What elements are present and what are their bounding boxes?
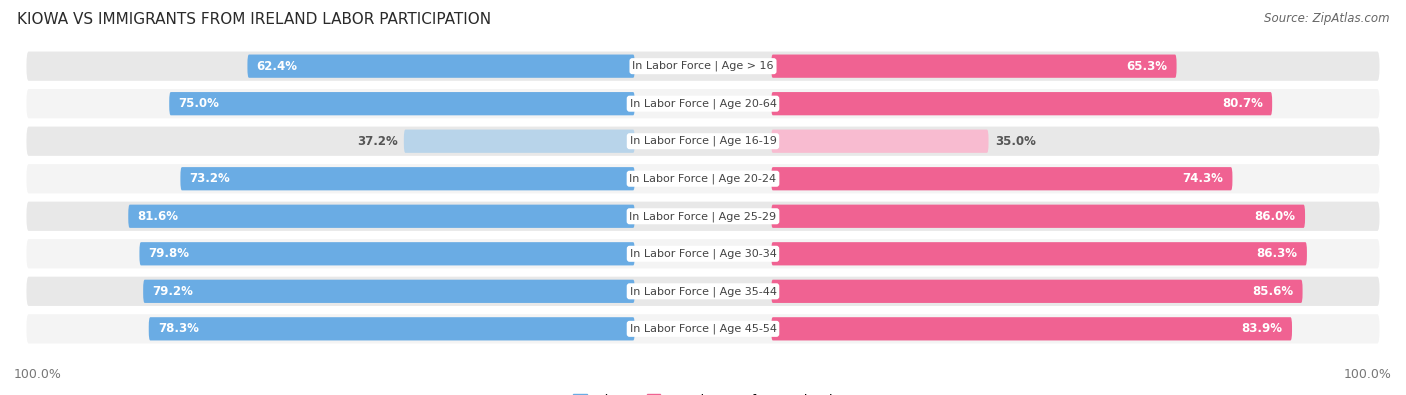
FancyBboxPatch shape [27, 89, 1379, 118]
FancyBboxPatch shape [27, 239, 1379, 269]
FancyBboxPatch shape [169, 92, 634, 115]
Text: 79.2%: 79.2% [152, 285, 194, 298]
Text: 83.9%: 83.9% [1241, 322, 1282, 335]
FancyBboxPatch shape [27, 164, 1379, 194]
Text: In Labor Force | Age 16-19: In Labor Force | Age 16-19 [630, 136, 776, 147]
Text: 86.3%: 86.3% [1257, 247, 1298, 260]
Text: In Labor Force | Age 30-34: In Labor Force | Age 30-34 [630, 248, 776, 259]
Text: In Labor Force | Age 20-64: In Labor Force | Age 20-64 [630, 98, 776, 109]
FancyBboxPatch shape [772, 205, 1305, 228]
Text: 100.0%: 100.0% [14, 368, 62, 381]
Text: In Labor Force | Age 45-54: In Labor Force | Age 45-54 [630, 324, 776, 334]
FancyBboxPatch shape [772, 55, 1177, 78]
FancyBboxPatch shape [404, 130, 634, 153]
FancyBboxPatch shape [139, 242, 634, 265]
Text: 81.6%: 81.6% [138, 210, 179, 223]
Text: 100.0%: 100.0% [1344, 368, 1392, 381]
Text: 78.3%: 78.3% [157, 322, 198, 335]
Legend: Kiowa, Immigrants from Ireland: Kiowa, Immigrants from Ireland [574, 394, 832, 395]
Text: 86.0%: 86.0% [1254, 210, 1296, 223]
FancyBboxPatch shape [772, 130, 988, 153]
FancyBboxPatch shape [772, 242, 1308, 265]
Text: 85.6%: 85.6% [1253, 285, 1294, 298]
FancyBboxPatch shape [149, 317, 634, 340]
FancyBboxPatch shape [143, 280, 634, 303]
Text: 35.0%: 35.0% [994, 135, 1036, 148]
FancyBboxPatch shape [27, 126, 1379, 156]
Text: 73.2%: 73.2% [190, 172, 231, 185]
FancyBboxPatch shape [27, 201, 1379, 231]
Text: 79.8%: 79.8% [149, 247, 190, 260]
Text: 65.3%: 65.3% [1126, 60, 1167, 73]
FancyBboxPatch shape [180, 167, 634, 190]
FancyBboxPatch shape [772, 317, 1292, 340]
FancyBboxPatch shape [27, 276, 1379, 306]
FancyBboxPatch shape [772, 167, 1233, 190]
Text: In Labor Force | Age 25-29: In Labor Force | Age 25-29 [630, 211, 776, 222]
Text: 62.4%: 62.4% [257, 60, 298, 73]
Text: 37.2%: 37.2% [357, 135, 398, 148]
Text: 75.0%: 75.0% [179, 97, 219, 110]
Text: KIOWA VS IMMIGRANTS FROM IRELAND LABOR PARTICIPATION: KIOWA VS IMMIGRANTS FROM IRELAND LABOR P… [17, 12, 491, 27]
Text: 80.7%: 80.7% [1222, 97, 1263, 110]
FancyBboxPatch shape [772, 92, 1272, 115]
Text: In Labor Force | Age > 16: In Labor Force | Age > 16 [633, 61, 773, 71]
Text: 74.3%: 74.3% [1182, 172, 1223, 185]
FancyBboxPatch shape [772, 280, 1302, 303]
Text: In Labor Force | Age 20-24: In Labor Force | Age 20-24 [630, 173, 776, 184]
FancyBboxPatch shape [247, 55, 634, 78]
FancyBboxPatch shape [27, 314, 1379, 344]
FancyBboxPatch shape [27, 51, 1379, 81]
Text: In Labor Force | Age 35-44: In Labor Force | Age 35-44 [630, 286, 776, 297]
FancyBboxPatch shape [128, 205, 634, 228]
Text: Source: ZipAtlas.com: Source: ZipAtlas.com [1264, 12, 1389, 25]
